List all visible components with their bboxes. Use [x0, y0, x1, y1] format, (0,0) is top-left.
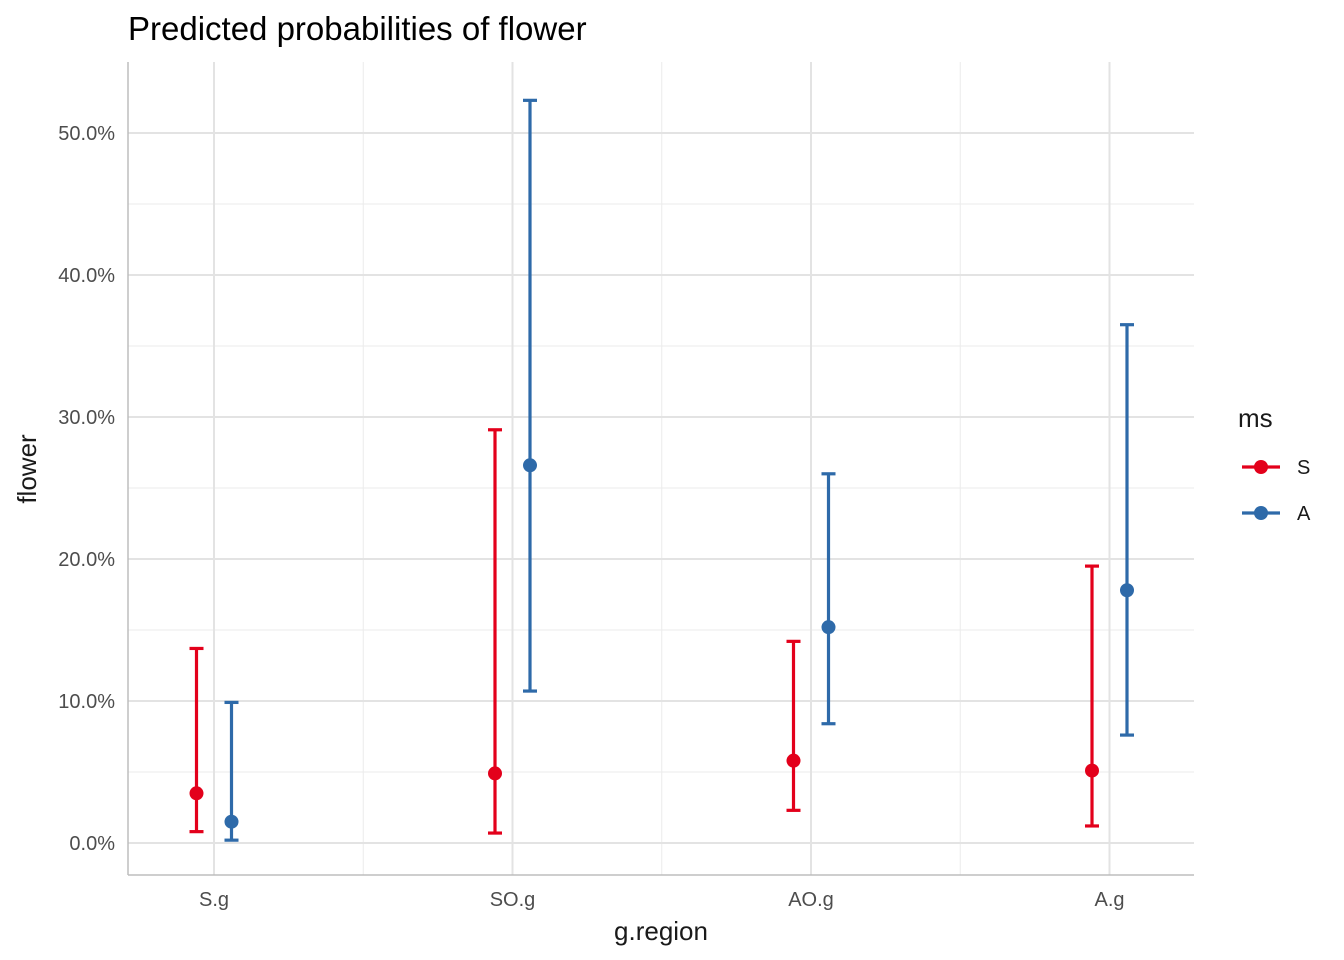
x-tick-label: S.g: [199, 889, 229, 911]
legend-key-point: [1254, 506, 1268, 520]
point-A-AO.g: [821, 620, 836, 635]
y-tick-label: 10.0%: [58, 691, 115, 713]
legend-title: ms: [1238, 403, 1273, 433]
x-axis-title: g.region: [614, 916, 708, 946]
errorbar-A-AO.g: [821, 472, 836, 726]
y-tick-labels: 0.0% 10.0% 20.0% 30.0% 40.0% 50.0%: [58, 123, 115, 855]
plot-marks: [189, 98, 1134, 842]
y-tick-label: 50.0%: [58, 123, 115, 145]
errorbar-A-S.g: [224, 700, 239, 842]
y-axis-title: flower: [12, 434, 42, 504]
x-tick-label: A.g: [1094, 889, 1124, 911]
errorbar-A-A.g: [1120, 323, 1134, 737]
legend-label-A: A: [1297, 503, 1311, 525]
y-tick-label: 0.0%: [69, 833, 115, 855]
point-A-A.g: [1120, 583, 1134, 598]
point-S-SO.g: [488, 766, 502, 781]
errorbar-A-SO.g: [523, 98, 537, 693]
errorbar-S-SO.g: [488, 428, 502, 835]
y-tick-label: 40.0%: [58, 265, 115, 287]
grid-minor: [128, 62, 1194, 875]
errorbar-S-AO.g: [786, 639, 801, 812]
errorbar-S-S.g: [189, 646, 204, 834]
chart-title: Predicted probabilities of flower: [128, 10, 587, 47]
x-tick-label: AO.g: [788, 889, 834, 911]
point-A-SO.g: [523, 458, 537, 473]
legend-key-point: [1254, 460, 1268, 474]
point-S-AO.g: [786, 753, 801, 768]
grid-major: [128, 62, 1194, 875]
point-A-S.g: [224, 814, 239, 829]
point-S-A.g: [1085, 763, 1099, 778]
legend: ms S A: [1238, 403, 1311, 525]
x-tick-label: SO.g: [490, 889, 536, 911]
legend-label-S: S: [1297, 457, 1310, 479]
x-tick-labels: S.g SO.g AO.g A.g: [199, 889, 1125, 911]
y-tick-label: 20.0%: [58, 549, 115, 571]
y-tick-label: 30.0%: [58, 407, 115, 429]
point-S-S.g: [189, 786, 204, 801]
errorbar-S-A.g: [1085, 564, 1099, 828]
